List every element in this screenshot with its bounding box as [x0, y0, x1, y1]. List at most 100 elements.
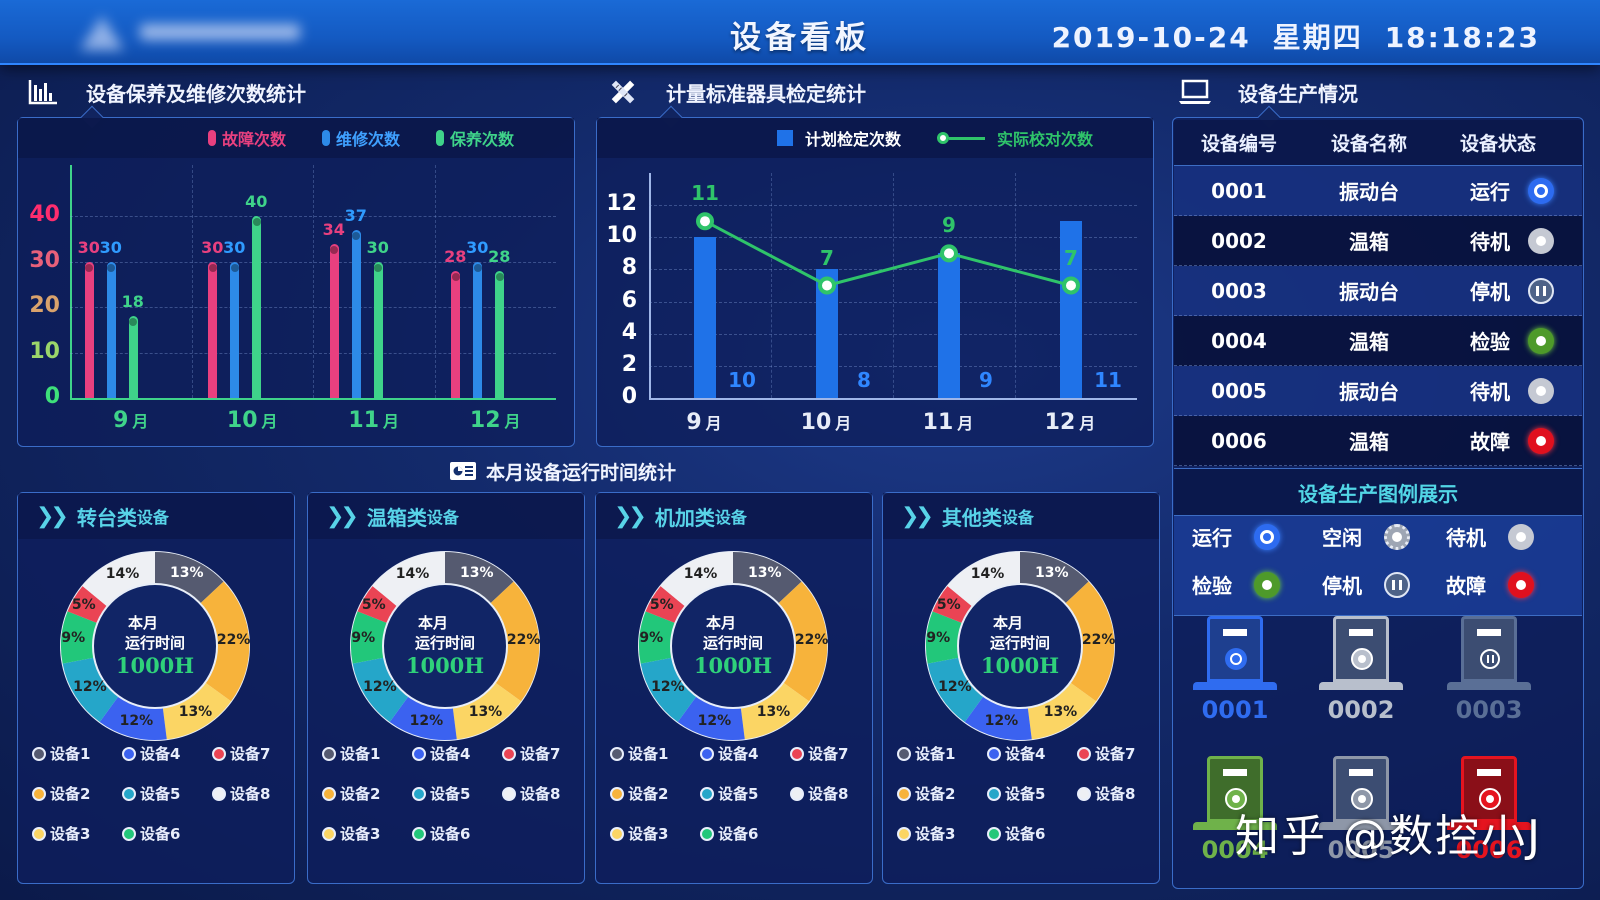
runtime-donut-chart[interactable]: 13% 22% 13% 12% 12% 9% 5% 14% 本月 运行时间 1000H: [60, 551, 250, 741]
bar-维修次数[interactable]: [351, 229, 361, 398]
legend-label: 设备3: [915, 825, 956, 843]
header-status: 设备状态: [1459, 133, 1536, 155]
bar-维修次数[interactable]: [106, 261, 116, 398]
cell-name: 温箱: [1349, 230, 1389, 254]
legend-label: 设备7: [520, 745, 561, 763]
device-legend-item[interactable]: 设备5: [412, 783, 470, 804]
runtime-donut-chart[interactable]: 13% 22% 13% 12% 12% 9% 5% 14% 本月 运行时间 1000H: [638, 551, 828, 741]
device-legend-item[interactable]: 设备4: [700, 743, 758, 764]
device-legend-item[interactable]: 设备4: [122, 743, 180, 764]
device-legend-item[interactable]: 设备1: [897, 743, 955, 764]
device-legend-item[interactable]: 设备8: [212, 783, 270, 804]
device-legend-item[interactable]: 设备3: [322, 823, 380, 844]
legend-item-stop: 停机: [1322, 570, 1410, 599]
y-tick: 8: [621, 255, 637, 281]
machine-0001[interactable]: 0001: [1190, 616, 1280, 724]
table-row[interactable]: 0002 温箱 待机: [1174, 216, 1582, 266]
cell-status: 待机: [1434, 226, 1562, 255]
legend-dot-icon: [322, 746, 336, 761]
legend-planned[interactable]: 计划检定次数: [776, 126, 901, 150]
center-line-2: 运行时间: [124, 634, 185, 652]
device-legend-item[interactable]: 设备7: [212, 743, 270, 764]
machine-id: 0006: [1455, 836, 1523, 864]
status-inspect-icon: [1254, 571, 1280, 598]
device-legend-item[interactable]: 设备6: [122, 823, 180, 844]
donut-svg: [350, 551, 540, 741]
device-legend-item[interactable]: 设备1: [32, 743, 90, 764]
bar-维修次数[interactable]: [230, 261, 240, 398]
date-text: 2019-10-24: [1051, 21, 1251, 54]
bar-维修次数[interactable]: [473, 261, 483, 398]
legend-fault[interactable]: 故障次数: [207, 126, 286, 150]
legend-maintain[interactable]: 保养次数: [436, 126, 514, 150]
table-row[interactable]: 0006 温箱 故障: [1174, 416, 1582, 466]
device-legend-item[interactable]: 设备3: [610, 823, 668, 844]
legend-label: 实际校对次数: [997, 130, 1094, 149]
bar-保养次数[interactable]: [495, 270, 505, 398]
gridline: [649, 237, 1137, 239]
machine-0003[interactable]: 0003: [1444, 616, 1534, 724]
device-legend-item[interactable]: 设备2: [322, 783, 380, 804]
device-legend-item[interactable]: 设备6: [700, 823, 758, 844]
bar-保养次数[interactable]: [252, 216, 262, 398]
legend-repair[interactable]: 维修次数: [321, 126, 400, 150]
bar-保养次数[interactable]: [128, 316, 138, 398]
table-row[interactable]: 0005 振动台 待机: [1174, 366, 1582, 416]
planned-bar[interactable]: [1060, 221, 1082, 398]
legend-label: 设备6: [718, 825, 759, 843]
table-row[interactable]: 0004 温箱 检验: [1174, 316, 1582, 366]
device-legend-item[interactable]: 设备1: [322, 743, 380, 764]
table-row[interactable]: 0001 振动台 运行: [1174, 166, 1582, 216]
device-legend-item[interactable]: 设备3: [897, 823, 955, 844]
slice-label: 14%: [683, 566, 718, 583]
runtime-donut-chart[interactable]: 13% 22% 13% 12% 12% 9% 5% 14% 本月 运行时间 1000H: [350, 551, 540, 741]
runtime-panel-3: ❯❯ 机加类 设备 13% 22% 13% 12% 12% 9% 5% 14% 本月 运行时间 …: [595, 492, 873, 884]
production-section-title: 设备生产情况: [1178, 72, 1358, 112]
weekday-text: 星期四: [1272, 21, 1363, 54]
bar-保养次数[interactable]: [373, 261, 383, 398]
machine-0006[interactable]: 0006: [1444, 756, 1534, 864]
device-legend-item[interactable]: 设备1: [610, 743, 668, 764]
legend-actual[interactable]: 实际校对次数: [937, 126, 1093, 150]
bar-故障次数[interactable]: [451, 270, 461, 398]
device-legend-item[interactable]: 设备6: [987, 823, 1045, 844]
device-legend-item[interactable]: 设备2: [897, 783, 955, 804]
y-tick: 12: [606, 191, 637, 217]
planned-bar[interactable]: [938, 253, 960, 398]
planned-bar[interactable]: [816, 269, 838, 398]
device-legend-item[interactable]: 设备8: [1077, 783, 1135, 804]
top-bar: 设备看板 2019-10-24 星期四 18:18:23: [0, 0, 1600, 65]
device-legend-item[interactable]: 设备5: [700, 783, 758, 804]
calibration-section-title: 计量标准器具检定统计: [606, 72, 866, 112]
device-legend-item[interactable]: 设备7: [502, 743, 560, 764]
legend-label: 设备5: [1005, 785, 1046, 803]
status-standby-icon: [1528, 227, 1554, 254]
bar-故障次数[interactable]: [208, 261, 218, 398]
machine-0002[interactable]: 0002: [1316, 616, 1406, 724]
bar-故障次数[interactable]: [84, 261, 94, 398]
device-legend-item[interactable]: 设备8: [790, 783, 848, 804]
device-legend-item[interactable]: 设备4: [412, 743, 470, 764]
runtime-panel-header: ❯❯ 其他类 设备: [883, 493, 1159, 539]
device-legend-item[interactable]: 设备6: [412, 823, 470, 844]
runtime-donut-chart[interactable]: 13% 22% 13% 12% 12% 9% 5% 14% 本月 运行时间 1000H: [925, 551, 1115, 741]
machine-0004[interactable]: 0004: [1190, 756, 1280, 864]
machine-0005[interactable]: 0005: [1316, 756, 1406, 864]
device-legend-item[interactable]: 设备5: [122, 783, 180, 804]
legend-dot-icon: [412, 826, 426, 841]
device-legend-item[interactable]: 设备4: [987, 743, 1045, 764]
device-legend-item[interactable]: 设备8: [502, 783, 560, 804]
planned-bar[interactable]: [694, 237, 716, 398]
status-text: 故障: [1470, 430, 1510, 454]
center-value: 1000H: [405, 653, 485, 678]
device-legend-item[interactable]: 设备7: [1077, 743, 1135, 764]
center-value: 1000H: [980, 653, 1060, 678]
device-legend-item[interactable]: 设备2: [610, 783, 668, 804]
table-row[interactable]: 0003 振动台 停机: [1174, 266, 1582, 316]
device-legend-item[interactable]: 设备2: [32, 783, 90, 804]
bar-故障次数[interactable]: [329, 243, 339, 398]
device-legend-item[interactable]: 设备3: [32, 823, 90, 844]
device-legend-item[interactable]: 设备7: [790, 743, 848, 764]
device-legend-item[interactable]: 设备5: [987, 783, 1045, 804]
